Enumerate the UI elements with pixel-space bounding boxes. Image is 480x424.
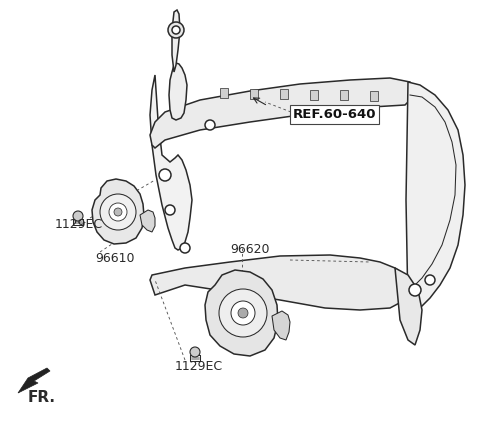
Polygon shape xyxy=(220,88,228,98)
Polygon shape xyxy=(150,78,415,148)
Polygon shape xyxy=(406,82,465,312)
Circle shape xyxy=(172,26,180,34)
Polygon shape xyxy=(169,63,187,120)
Polygon shape xyxy=(370,90,378,100)
Polygon shape xyxy=(18,368,50,393)
Polygon shape xyxy=(250,89,258,98)
Polygon shape xyxy=(205,270,278,356)
Circle shape xyxy=(231,301,255,325)
Polygon shape xyxy=(172,10,180,72)
Circle shape xyxy=(425,275,435,285)
Polygon shape xyxy=(280,89,288,99)
Polygon shape xyxy=(150,255,408,310)
Circle shape xyxy=(409,284,421,296)
Text: 96610: 96610 xyxy=(95,252,134,265)
Polygon shape xyxy=(272,311,290,340)
Circle shape xyxy=(109,203,127,221)
Polygon shape xyxy=(395,268,422,345)
Polygon shape xyxy=(340,90,348,100)
Circle shape xyxy=(205,120,215,130)
Text: 96620: 96620 xyxy=(230,243,269,256)
Circle shape xyxy=(159,169,171,181)
Circle shape xyxy=(180,243,190,253)
Circle shape xyxy=(219,289,267,337)
Circle shape xyxy=(100,194,136,230)
Text: FR.: FR. xyxy=(28,390,56,405)
Polygon shape xyxy=(150,75,192,250)
Text: REF.60-640: REF.60-640 xyxy=(293,108,376,121)
Circle shape xyxy=(295,110,305,120)
Circle shape xyxy=(114,208,122,216)
Polygon shape xyxy=(140,210,155,232)
Polygon shape xyxy=(92,179,144,244)
Circle shape xyxy=(73,211,83,221)
Circle shape xyxy=(168,22,184,38)
Text: 1129EC: 1129EC xyxy=(55,218,103,231)
Circle shape xyxy=(238,308,248,318)
Text: 1129EC: 1129EC xyxy=(175,360,223,373)
Circle shape xyxy=(165,205,175,215)
Circle shape xyxy=(190,347,200,357)
Polygon shape xyxy=(310,89,318,100)
